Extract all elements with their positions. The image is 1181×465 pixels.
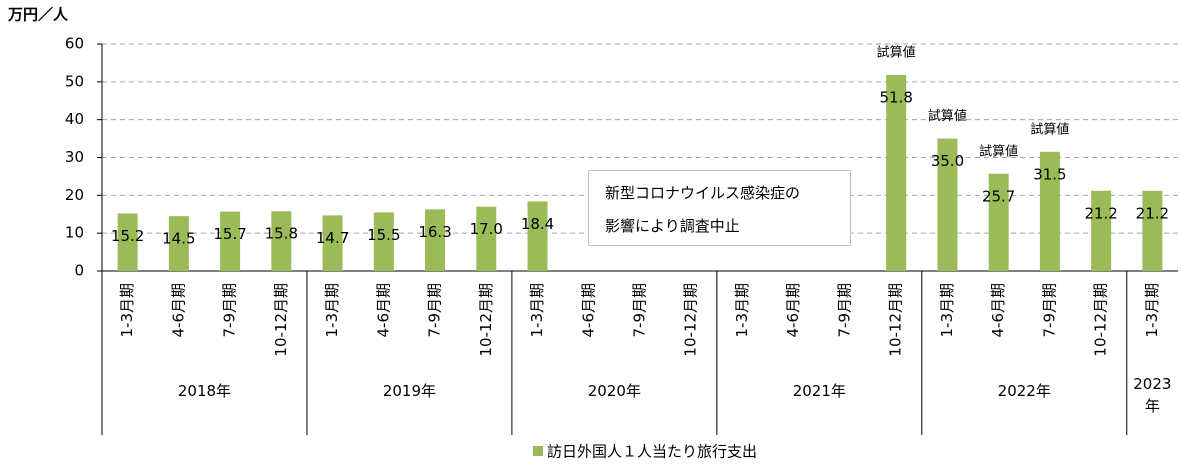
x-tick-label: 1-3月期 — [733, 283, 751, 338]
x-tick-label: 7-9月期 — [1040, 283, 1058, 338]
bar — [1142, 190, 1163, 271]
group-label: 2022年 — [997, 382, 1051, 400]
annotation-line: 新型コロナウイルス感染症の — [605, 184, 801, 202]
value-label: 15.2 — [111, 227, 144, 245]
bar — [168, 216, 189, 271]
x-tick-label: 7-9月期 — [221, 283, 239, 338]
annotation-box: 新型コロナウイルス感染症の 影響により調査中止 — [588, 170, 851, 246]
x-tick-label: 4-6月期 — [169, 283, 187, 338]
value-label: 16.3 — [418, 223, 451, 241]
bar — [476, 206, 497, 271]
x-tick-label: 1-3月期 — [1143, 283, 1161, 338]
value-label: 51.8 — [879, 89, 912, 107]
bar — [988, 173, 1009, 271]
value-label: 14.7 — [316, 229, 349, 247]
bar — [937, 138, 958, 271]
x-tick-label: 4-6月期 — [374, 283, 392, 338]
annotation-line: 影響により調査中止 — [605, 217, 740, 235]
value-note: 試算値 — [928, 108, 967, 124]
value-label: 18.4 — [521, 215, 554, 233]
y-tick-label: 60 — [65, 35, 84, 53]
bar — [117, 213, 138, 271]
value-note: 試算値 — [979, 143, 1018, 159]
group-label: 2019年 — [382, 382, 436, 400]
bar — [220, 211, 241, 271]
x-tick-label: 1-3月期 — [528, 283, 546, 338]
value-label: 15.7 — [213, 225, 246, 243]
bar — [1091, 190, 1112, 271]
group-label: 2021年 — [792, 382, 846, 400]
x-tick-label: 7-9月期 — [835, 283, 853, 338]
group-label: 2023年 — [1133, 375, 1172, 415]
bar — [1039, 151, 1060, 271]
legend-swatch — [533, 446, 543, 456]
x-tick-label: 4-6月期 — [579, 283, 597, 338]
value-label: 15.5 — [367, 226, 400, 244]
x-tick-label: 10-12月期 — [272, 283, 290, 357]
bar — [527, 201, 548, 271]
legend-label: 訪日外国人１人当たり旅行支出 — [547, 443, 757, 461]
x-tick-label: 10-12月期 — [1092, 283, 1110, 357]
bar — [886, 75, 907, 271]
value-label: 25.7 — [982, 187, 1015, 205]
y-axis-label: 万円／人 — [7, 6, 69, 24]
bar — [425, 209, 446, 271]
x-tick-label: 10-12月期 — [682, 283, 700, 357]
value-label: 35.0 — [931, 152, 964, 170]
x-tick-label: 1-3月期 — [118, 283, 136, 338]
y-tick-label: 40 — [65, 110, 84, 128]
value-label: 21.2 — [1084, 204, 1117, 222]
group-label: 2018年 — [177, 382, 232, 400]
bar — [373, 212, 394, 271]
x-tick-label: 4-6月期 — [784, 283, 802, 338]
y-tick-label: 0 — [74, 262, 84, 280]
group-label: 2020年 — [587, 382, 641, 400]
value-label: 17.0 — [470, 220, 503, 238]
x-tick-label: 7-9月期 — [426, 283, 444, 338]
x-tick-label: 10-12月期 — [887, 283, 905, 357]
value-note: 試算値 — [1030, 121, 1069, 137]
x-tick-label: 1-3月期 — [323, 283, 341, 338]
value-label: 15.8 — [265, 225, 298, 243]
x-tick-label: 10-12月期 — [477, 283, 495, 357]
y-tick-label: 30 — [65, 148, 84, 166]
value-label: 21.2 — [1136, 204, 1169, 222]
value-note: 試算値 — [877, 45, 916, 61]
bar — [271, 211, 292, 271]
bar — [322, 215, 343, 271]
y-tick-label: 10 — [65, 224, 84, 242]
x-tick-label: 4-6月期 — [989, 283, 1007, 338]
x-tick-label: 1-3月期 — [938, 283, 956, 338]
value-label: 14.5 — [162, 230, 195, 248]
value-label: 31.5 — [1033, 165, 1066, 183]
y-tick-label: 20 — [65, 186, 84, 204]
x-tick-label: 7-9月期 — [631, 283, 649, 338]
y-tick-label: 50 — [65, 72, 84, 90]
